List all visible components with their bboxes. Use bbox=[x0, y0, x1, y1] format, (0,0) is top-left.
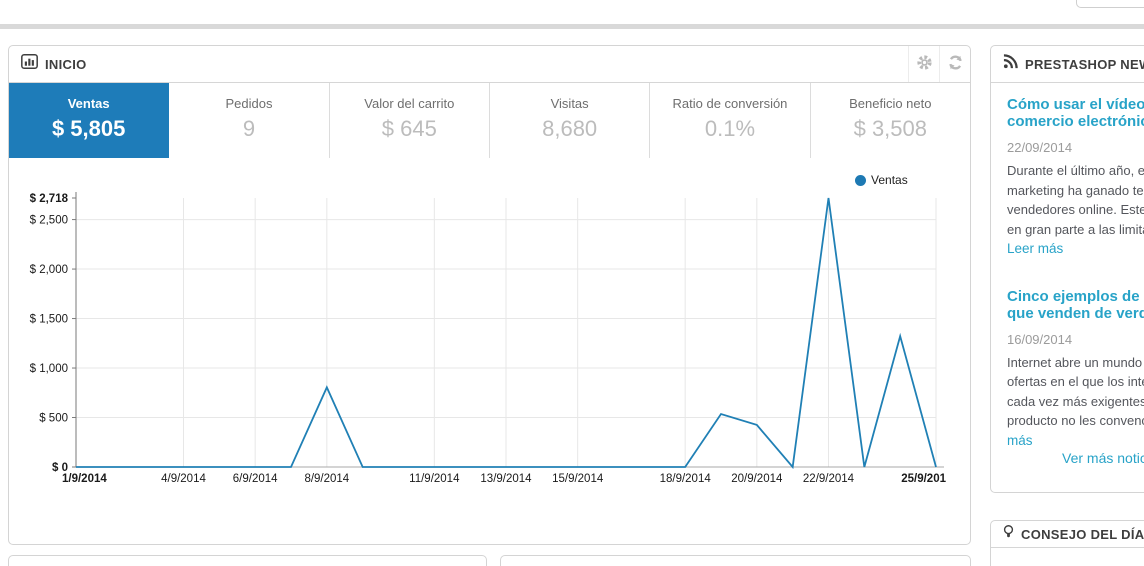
legend-label: Ventas bbox=[871, 173, 908, 187]
news-panel-title: PRESTASHOP NEWS bbox=[1025, 56, 1144, 72]
settings-button[interactable] bbox=[908, 46, 939, 82]
news-list: Cómo usar el vídeo markecomercio electró… bbox=[991, 83, 1144, 450]
stat-value: $ 645 bbox=[381, 116, 437, 141]
news-article-excerpt-line: ofertas en el que los inte bbox=[1007, 374, 1144, 389]
news-article-title-link[interactable]: Cómo usar el vídeo markecomercio electró… bbox=[1007, 96, 1144, 130]
dashboard-inicio-panel: INICIO bbox=[8, 45, 971, 545]
news-article-excerpt-line: cada vez más exigentes. bbox=[1007, 393, 1144, 409]
stat-label: Visitas bbox=[550, 96, 589, 111]
tip-panel-title: CONSEJO DEL DÍA bbox=[1021, 526, 1144, 542]
stat-tab-beneficio-neto[interactable]: Beneficio neto $ 3,508 bbox=[811, 83, 970, 158]
sales-line-chart: $ 0 $ 500 $ 1,000 $ 1,500 $ 2,000 $ 2,500 $ 2,… bbox=[30, 192, 947, 485]
svg-text:1/9/2014: 1/9/2014 bbox=[62, 473, 107, 485]
stat-tab-pedidos[interactable]: Pedidos 9 bbox=[169, 83, 330, 158]
news-article-excerpt-line: producto no les convenc bbox=[1007, 413, 1144, 428]
news-article-excerpt: Internet abre un mundo ofertas en el que … bbox=[1007, 353, 1144, 431]
news-article-date: 22/09/2014 bbox=[1007, 140, 1073, 155]
news-article-title-line[interactable]: comercio electrónico bbox=[1007, 113, 1144, 130]
news-article-excerpt: Durante el último año, el marketing ha ga… bbox=[1007, 161, 1144, 239]
prestashop-news-panel: PRESTASHOP NEWS Cómo usar el vídeo marke… bbox=[990, 45, 1144, 493]
tip-of-the-day-panel: CONSEJO DEL DÍA bbox=[990, 520, 1144, 566]
news-article-title-line[interactable]: que venden de verdad bbox=[1007, 304, 1144, 322]
svg-text:4/9/2014: 4/9/2014 bbox=[161, 473, 206, 485]
stat-tab-ventas[interactable]: Ventas $ 5,805 bbox=[9, 83, 170, 158]
svg-text:$ 2,000: $ 2,000 bbox=[30, 264, 68, 276]
read-more-link[interactable]: más bbox=[1007, 432, 1033, 448]
svg-text:8/9/2014: 8/9/2014 bbox=[304, 473, 349, 485]
news-article-excerpt-line: en gran parte a las limita bbox=[1007, 221, 1144, 237]
read-more-link[interactable]: Leer más bbox=[1007, 241, 1064, 256]
page-top-divider bbox=[0, 24, 1144, 29]
svg-text:22/9/2014: 22/9/2014 bbox=[803, 473, 855, 485]
news-article-excerpt-line: vendedores online. Este bbox=[1007, 202, 1144, 217]
stat-value: 0.1% bbox=[704, 116, 756, 141]
svg-text:$ 2,718: $ 2,718 bbox=[30, 193, 69, 205]
stat-tab-visitas[interactable]: Visitas 8,680 bbox=[490, 83, 651, 158]
panel-header-buttons bbox=[908, 46, 970, 82]
stat-tab-valor-del-carrito[interactable]: Valor del carrito $ 645 bbox=[330, 83, 490, 158]
chart-legend[interactable]: Ventas bbox=[855, 173, 908, 187]
svg-text:20/9/2014: 20/9/2014 bbox=[731, 473, 783, 485]
news-article-date: 16/09/2014 bbox=[1007, 331, 1073, 347]
refresh-icon bbox=[947, 54, 964, 74]
cut-off-panel-bottom-right bbox=[500, 555, 971, 566]
svg-text:18/9/2014: 18/9/2014 bbox=[660, 473, 712, 485]
legend-dot-icon bbox=[855, 174, 866, 186]
news-article-excerpt-line: marketing ha ganado ter bbox=[1007, 182, 1144, 198]
news-article-excerpt-line: Durante el último año, el bbox=[1007, 163, 1144, 178]
stat-label: Ratio de conversión bbox=[672, 96, 788, 111]
stat-label: Ventas bbox=[67, 96, 110, 111]
svg-text:$ 0: $ 0 bbox=[52, 462, 68, 474]
cut-off-panel-above bbox=[1076, 0, 1144, 8]
stat-value: 8,680 bbox=[542, 116, 598, 141]
news-article-excerpt-line: Internet abre un mundo bbox=[1007, 354, 1143, 370]
svg-text:$ 1,000: $ 1,000 bbox=[30, 363, 68, 375]
svg-text:$ 500: $ 500 bbox=[39, 413, 68, 425]
stat-value: $ 3,508 bbox=[853, 116, 927, 141]
news-article: Cómo usar el vídeo markecomercio electró… bbox=[1007, 96, 1144, 259]
stat-label: Pedidos bbox=[225, 96, 273, 111]
stat-label: Valor del carrito bbox=[364, 96, 455, 111]
svg-text:11/9/2014: 11/9/2014 bbox=[409, 473, 460, 485]
stat-tab-ratio-de-conversion[interactable]: Ratio de conversión 0.1% bbox=[650, 83, 811, 158]
svg-text:25/9/201: 25/9/201 bbox=[901, 473, 946, 485]
stat-label: Beneficio neto bbox=[849, 96, 932, 111]
kpi-tabs-row: Ventas $ 5,805 Pedidos 9 Valor del carrito $ … bbox=[9, 83, 970, 158]
panel-header: INICIO bbox=[9, 46, 970, 83]
svg-text:15/9/2014: 15/9/2014 bbox=[552, 473, 604, 485]
svg-text:13/9/2014: 13/9/2014 bbox=[480, 473, 532, 485]
stat-value: $ 5,805 bbox=[51, 116, 126, 141]
cut-off-panel-bottom-left bbox=[8, 555, 487, 566]
news-article-title-link[interactable]: Cinco ejemplos de páginaque venden de ve… bbox=[1007, 288, 1144, 322]
gear-icon bbox=[916, 54, 933, 74]
stat-value: 9 bbox=[242, 116, 256, 141]
tip-panel-header: CONSEJO DEL DÍA bbox=[991, 521, 1144, 548]
refresh-button[interactable] bbox=[939, 46, 970, 82]
panel-title: INICIO bbox=[45, 56, 87, 72]
bar-chart-icon bbox=[21, 54, 38, 74]
news-article-title-line[interactable]: Cómo usar el vídeo marke bbox=[1007, 96, 1144, 113]
news-article: Cinco ejemplos de páginaque venden de ve… bbox=[1007, 288, 1144, 451]
svg-text:6/9/2014: 6/9/2014 bbox=[233, 473, 278, 485]
news-panel-header: PRESTASHOP NEWS bbox=[991, 46, 1144, 83]
svg-text:$ 1,500: $ 1,500 bbox=[30, 314, 68, 326]
lightbulb-icon bbox=[1002, 524, 1015, 544]
news-article-title-line[interactable]: Cinco ejemplos de página bbox=[1007, 287, 1144, 305]
see-more-news-link[interactable]: Ver más noticias bbox=[1062, 450, 1144, 466]
svg-text:$ 2,500: $ 2,500 bbox=[30, 215, 68, 227]
rss-icon bbox=[1003, 54, 1018, 74]
